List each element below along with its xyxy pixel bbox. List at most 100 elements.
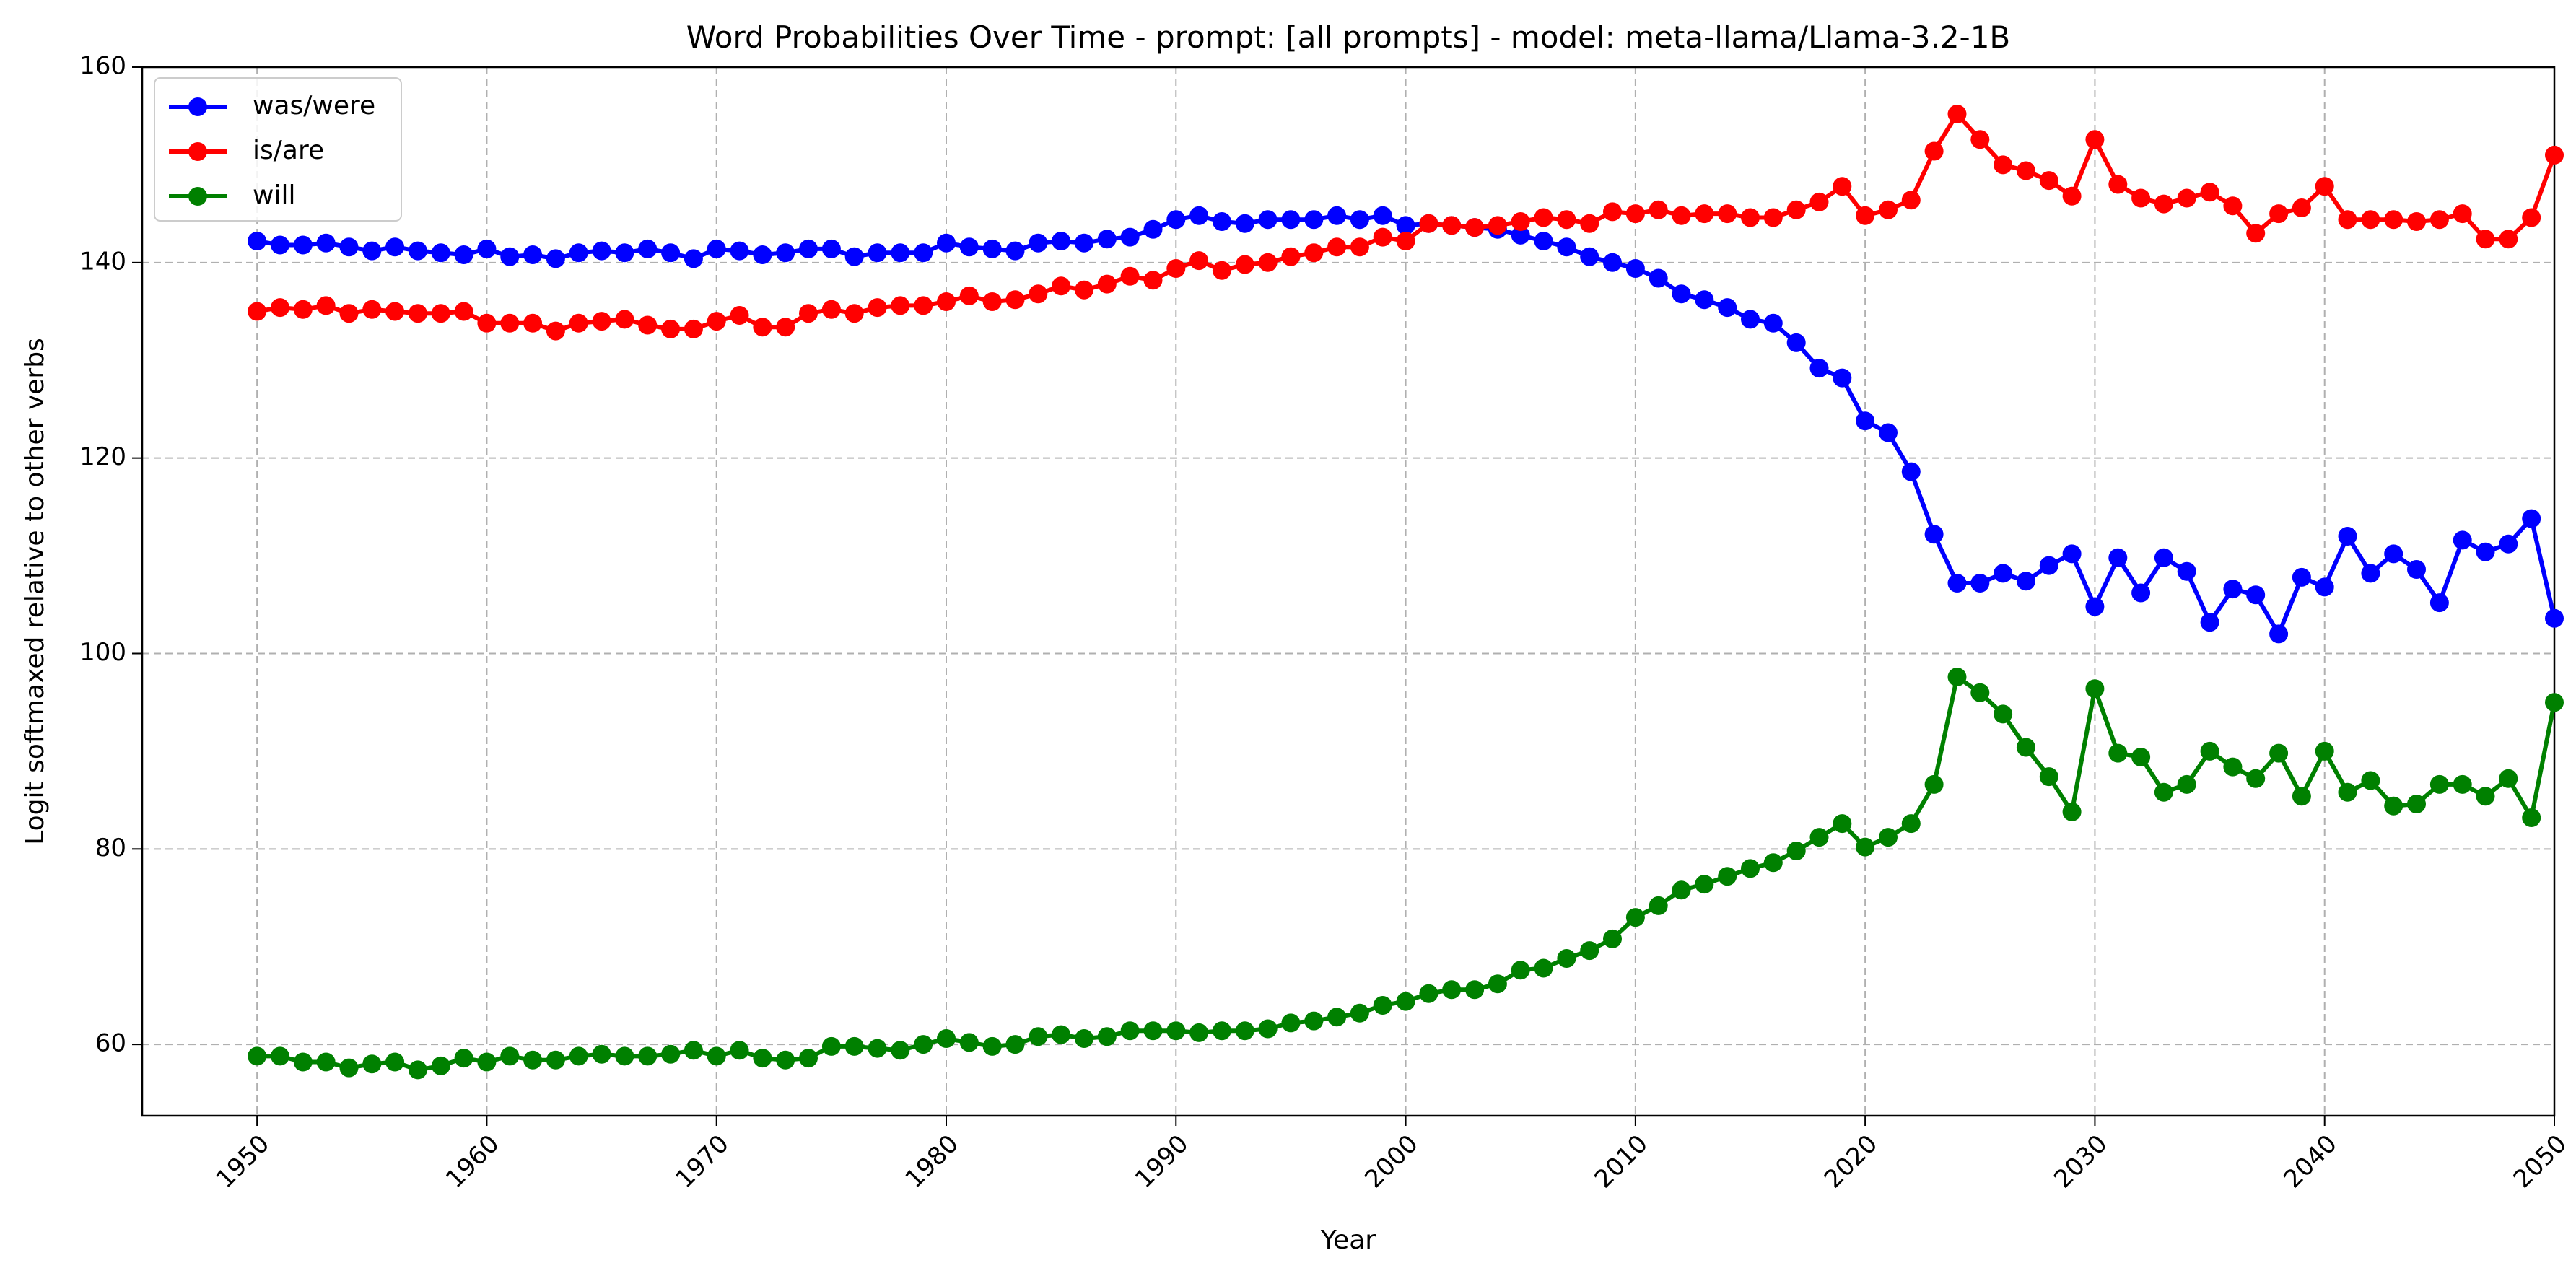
data-point — [1625, 908, 1645, 927]
data-point — [1649, 896, 1668, 915]
plot-frame — [141, 66, 2556, 1117]
data-point — [362, 300, 382, 319]
data-point — [937, 292, 956, 311]
data-point — [1924, 525, 1944, 544]
data-point — [1189, 1023, 1209, 1042]
data-point — [753, 318, 772, 337]
data-point — [1120, 266, 1140, 286]
data-point — [500, 247, 520, 266]
data-point — [1763, 313, 1783, 333]
y-tick-label: 60 — [95, 1029, 126, 1058]
grid — [142, 66, 2555, 1116]
data-point — [959, 1033, 979, 1052]
data-point — [1097, 1027, 1117, 1046]
data-point — [523, 313, 543, 333]
data-point — [1924, 141, 1944, 161]
data-point — [2223, 757, 2243, 777]
data-point — [707, 239, 726, 258]
data-point — [1373, 227, 1392, 247]
data-point — [1741, 208, 1760, 227]
data-point — [1097, 230, 1117, 249]
data-point — [316, 233, 336, 253]
data-point — [2522, 509, 2541, 528]
data-point — [2131, 748, 2151, 766]
data-point — [844, 304, 864, 323]
data-point — [2338, 782, 2357, 802]
data-point — [799, 1049, 818, 1068]
data-point — [2292, 787, 2311, 806]
data-point — [730, 306, 749, 325]
data-point — [1557, 949, 1576, 968]
data-point — [1052, 1025, 1071, 1044]
data-point — [1557, 237, 1576, 257]
data-point — [1695, 204, 1714, 224]
legend-marker — [188, 142, 207, 161]
data-point — [1419, 214, 1438, 233]
data-point — [2131, 188, 2151, 208]
data-point — [1809, 828, 1829, 847]
data-point — [1603, 202, 1622, 222]
data-point — [821, 1036, 841, 1056]
data-point — [799, 304, 818, 323]
data-point — [1304, 1011, 1324, 1031]
y-tick-label: 120 — [79, 442, 126, 471]
data-point — [959, 286, 979, 305]
data-point — [1695, 875, 1714, 894]
data-point — [1235, 1021, 1254, 1041]
data-point — [2292, 567, 2311, 587]
data-point — [2453, 530, 2472, 550]
data-point — [661, 243, 681, 263]
data-point — [1534, 232, 1553, 250]
data-point — [2085, 679, 2105, 699]
data-point — [1350, 237, 1369, 257]
data-point — [1212, 1021, 1231, 1041]
data-point — [385, 1052, 405, 1072]
x-tick-label: 2030 — [2048, 1129, 2113, 1194]
data-point — [2016, 161, 2035, 180]
data-point — [1534, 208, 1553, 227]
data-point — [2315, 741, 2334, 761]
series-1 — [248, 105, 2564, 341]
data-point — [2269, 624, 2289, 644]
data-point — [1695, 290, 1714, 310]
data-point — [2108, 743, 2128, 763]
data-point — [316, 1052, 336, 1072]
data-point — [1901, 191, 1921, 210]
data-point — [1649, 200, 1668, 219]
data-point — [1947, 574, 1967, 593]
data-point — [1786, 333, 1806, 352]
data-point — [1856, 411, 1875, 431]
data-point — [248, 302, 267, 321]
data-point — [1097, 274, 1117, 294]
data-point — [891, 296, 910, 315]
x-axis-label: Year — [1320, 1225, 1376, 1255]
data-point — [1120, 1021, 1140, 1041]
data-point — [1741, 859, 1760, 878]
data-point — [1166, 1021, 1186, 1041]
data-point — [1603, 929, 1622, 948]
data-point — [1373, 996, 1392, 1015]
data-point — [2292, 198, 2311, 217]
data-point — [2407, 212, 2426, 231]
data-point — [316, 296, 336, 315]
data-point — [1005, 1035, 1025, 1054]
data-point — [1304, 243, 1324, 263]
data-point — [982, 292, 1002, 311]
data-point — [1625, 259, 1645, 278]
data-point — [1419, 984, 1438, 1003]
data-point — [1901, 814, 1921, 834]
data-point — [2545, 145, 2564, 165]
data-point — [293, 300, 313, 319]
data-point — [2361, 210, 2380, 230]
data-point — [1465, 218, 1485, 237]
data-point — [707, 1046, 726, 1066]
data-point — [684, 1041, 703, 1060]
data-point — [2499, 769, 2518, 788]
data-point — [1625, 204, 1645, 224]
data-point — [2177, 188, 2196, 208]
data-point — [684, 319, 703, 338]
legend-label: will — [253, 180, 295, 210]
data-point — [1488, 974, 1507, 994]
data-point — [914, 243, 933, 263]
